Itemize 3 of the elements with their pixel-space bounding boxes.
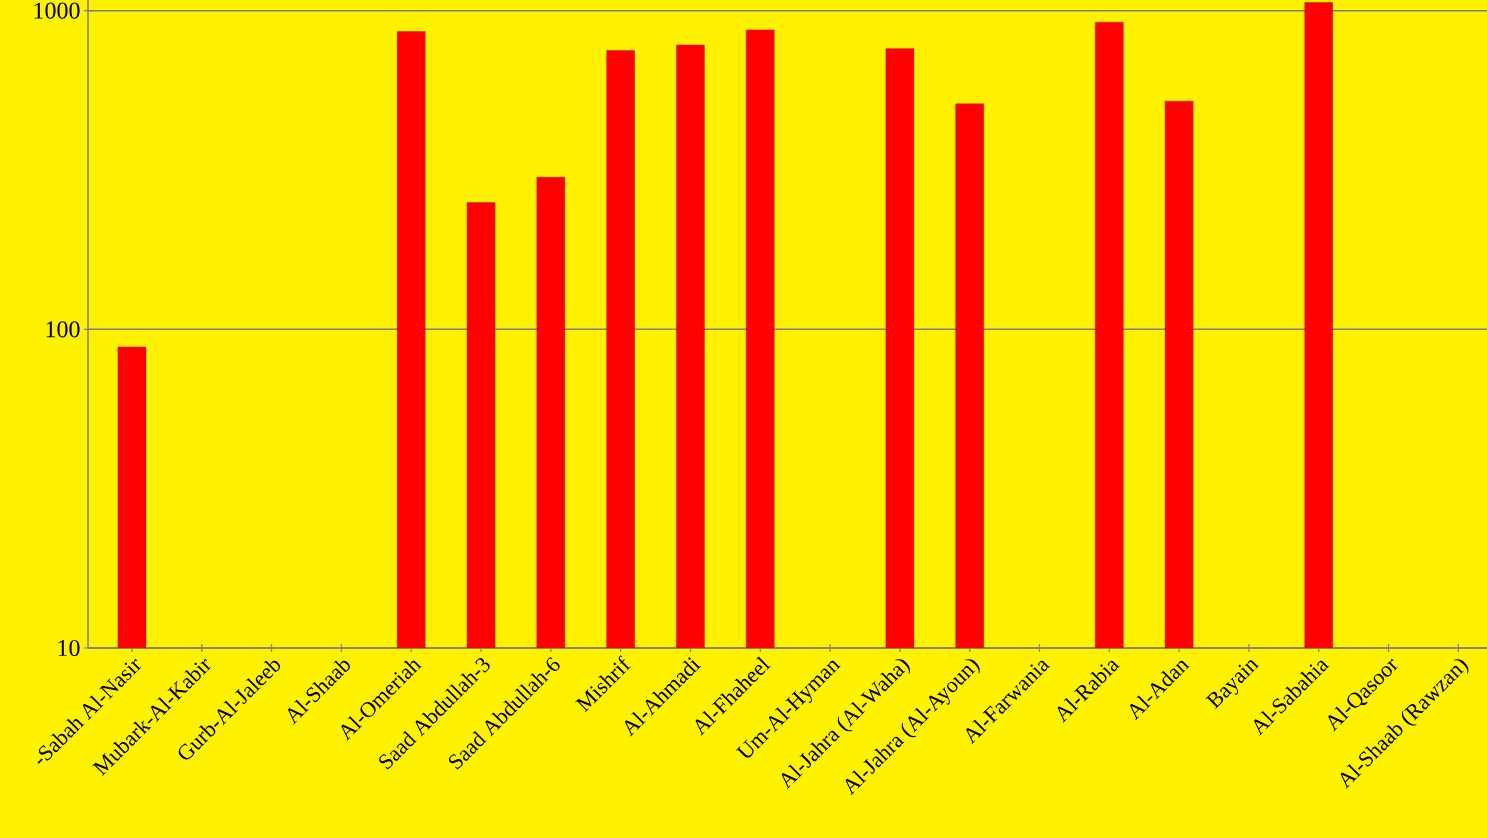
y-tick-label: 1000 [34, 2, 80, 19]
y-tick-label: 100 [46, 321, 80, 338]
y-tick-label: 10 [58, 639, 80, 657]
